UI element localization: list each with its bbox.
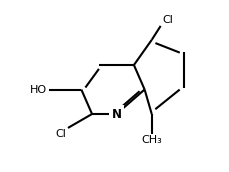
Text: Cl: Cl [162, 15, 173, 25]
Text: HO: HO [30, 84, 47, 94]
Text: CH₃: CH₃ [141, 135, 161, 145]
Text: Cl: Cl [55, 129, 66, 139]
Text: N: N [111, 108, 121, 121]
